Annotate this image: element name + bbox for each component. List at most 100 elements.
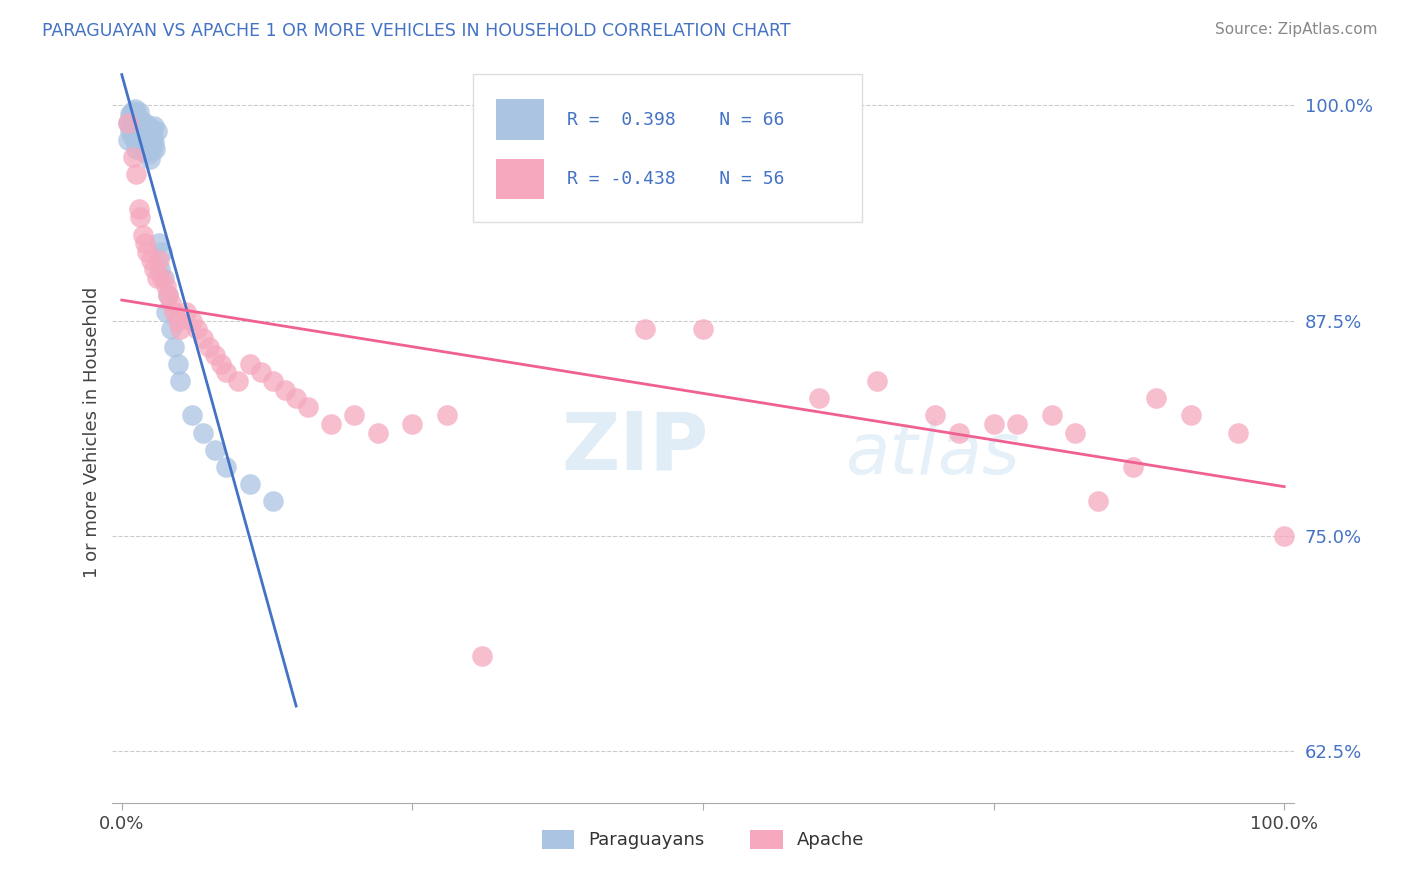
Point	[1180, 409, 1202, 423]
Point	[166, 314, 188, 328]
Point	[1226, 425, 1249, 440]
Point	[124, 116, 146, 130]
Point	[250, 365, 273, 379]
Text: Source: ZipAtlas.com: Source: ZipAtlas.com	[1215, 22, 1378, 37]
Point	[180, 409, 202, 423]
Point	[285, 391, 308, 405]
Point	[157, 288, 180, 302]
Point	[186, 322, 208, 336]
Point	[471, 649, 494, 664]
Point	[131, 117, 153, 131]
Text: ZIP: ZIP	[561, 409, 709, 486]
Point	[948, 425, 970, 440]
Point	[134, 133, 156, 147]
Point	[983, 417, 1005, 431]
Point	[134, 116, 156, 130]
Point	[128, 105, 150, 120]
Point	[143, 262, 166, 277]
Point	[297, 400, 319, 414]
Point	[122, 103, 145, 118]
Point	[134, 236, 156, 251]
Point	[319, 417, 342, 431]
Point	[155, 279, 177, 293]
Point	[124, 102, 146, 116]
Point	[125, 142, 148, 156]
FancyBboxPatch shape	[472, 73, 862, 221]
Legend: Paraguayans, Apache: Paraguayans, Apache	[534, 823, 872, 856]
Point	[152, 244, 174, 259]
Point	[138, 146, 160, 161]
Point	[145, 124, 167, 138]
Point	[148, 253, 170, 268]
Point	[131, 135, 153, 149]
Point	[226, 374, 249, 388]
Point	[209, 357, 232, 371]
Point	[157, 288, 180, 302]
Y-axis label: 1 or more Vehicles in Household: 1 or more Vehicles in Household	[83, 287, 101, 578]
Point	[273, 383, 295, 397]
Point	[262, 374, 284, 388]
Text: atlas: atlas	[845, 420, 1019, 490]
FancyBboxPatch shape	[496, 99, 544, 140]
Point	[198, 339, 221, 353]
Point	[169, 322, 191, 336]
Point	[141, 143, 163, 157]
Point	[239, 477, 262, 491]
Point	[169, 374, 191, 388]
Point	[204, 442, 226, 457]
Point	[163, 305, 186, 319]
Point	[136, 142, 159, 156]
Point	[118, 124, 141, 138]
Point	[127, 116, 149, 130]
Point	[129, 129, 152, 144]
Point	[692, 322, 714, 336]
Point	[143, 119, 166, 133]
Point	[139, 253, 162, 268]
FancyBboxPatch shape	[496, 159, 544, 200]
Point	[129, 112, 152, 127]
Point	[118, 107, 141, 121]
Point	[143, 136, 166, 151]
Point	[1144, 391, 1167, 405]
Point	[135, 119, 157, 133]
Point	[138, 152, 160, 166]
Point	[343, 409, 366, 423]
Point	[136, 244, 159, 259]
Point	[117, 116, 139, 130]
Point	[215, 365, 238, 379]
Point	[808, 391, 831, 405]
Point	[141, 126, 163, 140]
Point	[634, 322, 657, 336]
Point	[163, 339, 186, 353]
Point	[159, 296, 181, 310]
Point	[121, 112, 143, 127]
Point	[132, 128, 155, 142]
Point	[125, 111, 148, 125]
Point	[367, 425, 389, 440]
Point	[191, 425, 214, 440]
Point	[122, 120, 145, 135]
Point	[1087, 494, 1109, 508]
Point	[128, 119, 150, 133]
Point	[136, 124, 159, 138]
Point	[191, 331, 214, 345]
Point	[152, 270, 174, 285]
Point	[149, 262, 172, 277]
Point	[117, 133, 139, 147]
Point	[139, 138, 162, 153]
Point	[139, 120, 162, 135]
Point	[1005, 417, 1028, 431]
Point	[401, 417, 423, 431]
Point	[436, 409, 458, 423]
Point	[166, 357, 188, 371]
Point	[125, 124, 148, 138]
Point	[122, 150, 145, 164]
Point	[120, 107, 142, 121]
Point	[155, 305, 177, 319]
Text: PARAGUAYAN VS APACHE 1 OR MORE VEHICLES IN HOUSEHOLD CORRELATION CHART: PARAGUAYAN VS APACHE 1 OR MORE VEHICLES …	[42, 22, 790, 40]
Point	[204, 348, 226, 362]
Point	[239, 357, 262, 371]
Text: R = -0.438    N = 56: R = -0.438 N = 56	[567, 170, 785, 188]
Point	[138, 135, 160, 149]
Point	[124, 133, 146, 147]
